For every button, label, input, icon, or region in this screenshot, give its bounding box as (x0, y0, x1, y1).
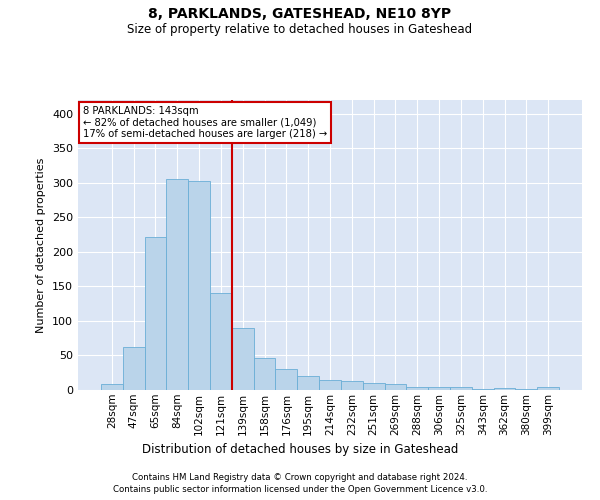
Bar (428, 386, 450, 390)
Bar (472, 388, 494, 390)
Y-axis label: Number of detached properties: Number of detached properties (37, 158, 46, 332)
Bar (101, 384, 123, 390)
Bar (166, 180, 188, 390)
Text: Distribution of detached houses by size in Gateshead: Distribution of detached houses by size … (142, 442, 458, 456)
Bar (297, 376, 319, 390)
Text: Size of property relative to detached houses in Gateshead: Size of property relative to detached ho… (127, 22, 473, 36)
Bar (515, 388, 537, 390)
Bar (188, 181, 210, 390)
Bar (232, 328, 254, 390)
Text: Contains public sector information licensed under the Open Government Licence v3: Contains public sector information licen… (113, 485, 487, 494)
Bar (254, 358, 275, 390)
Text: 8, PARKLANDS, GATESHEAD, NE10 8YP: 8, PARKLANDS, GATESHEAD, NE10 8YP (148, 8, 452, 22)
Bar (406, 387, 428, 390)
Bar (210, 294, 232, 390)
Bar (494, 388, 515, 390)
Bar (385, 384, 406, 390)
Text: 8 PARKLANDS: 143sqm
← 82% of detached houses are smaller (1,049)
17% of semi-det: 8 PARKLANDS: 143sqm ← 82% of detached ho… (83, 106, 327, 139)
Bar (341, 381, 363, 390)
Bar (450, 387, 472, 390)
Bar (319, 380, 341, 390)
Bar (145, 238, 166, 390)
Bar (363, 383, 385, 390)
Bar (275, 370, 297, 390)
Bar (537, 387, 559, 390)
Bar (123, 346, 145, 390)
Text: Contains HM Land Registry data © Crown copyright and database right 2024.: Contains HM Land Registry data © Crown c… (132, 472, 468, 482)
